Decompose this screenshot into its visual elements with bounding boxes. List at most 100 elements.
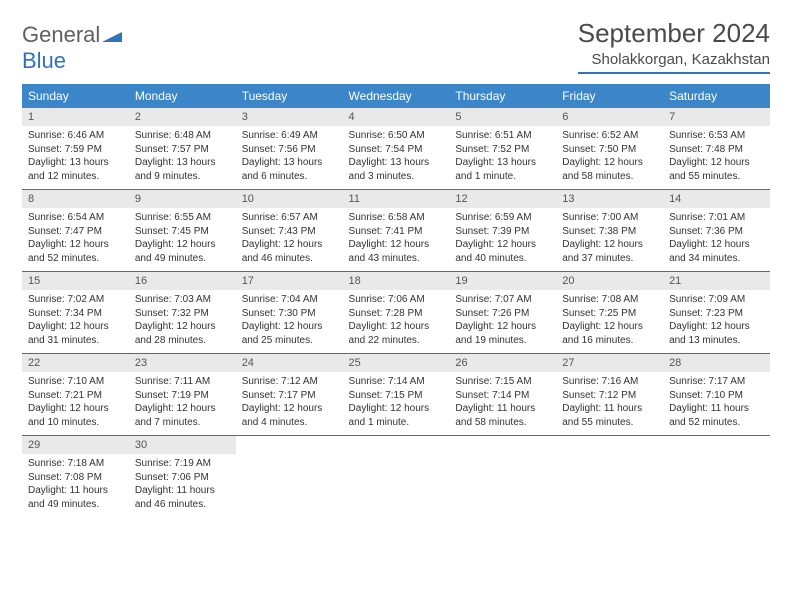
daylight-line2: and 43 minutes. [349,252,444,266]
brand-logo: GeneralBlue [22,18,122,74]
brand-text: GeneralBlue [22,22,122,74]
sunset-text: Sunset: 7:57 PM [135,143,230,157]
day-details: Sunrise: 7:08 AMSunset: 7:25 PMDaylight:… [556,290,663,353]
day-number: 19 [449,272,556,290]
day-header: Tuesday [236,84,343,108]
daylight-line2: and 22 minutes. [349,334,444,348]
sunset-text: Sunset: 7:32 PM [135,307,230,321]
sunset-text: Sunset: 7:41 PM [349,225,444,239]
daylight-line1: Daylight: 12 hours [242,238,337,252]
day-number: 13 [556,190,663,208]
daylight-line1: Daylight: 12 hours [28,238,123,252]
sunrise-text: Sunrise: 7:16 AM [562,375,657,389]
calendar-cell: 22Sunrise: 7:10 AMSunset: 7:21 PMDayligh… [22,354,129,436]
location-text: Sholakkorgan, Kazakhstan [578,51,770,68]
day-number: 29 [22,436,129,454]
daylight-line2: and 46 minutes. [135,498,230,512]
daylight-line2: and 19 minutes. [455,334,550,348]
sunset-text: Sunset: 7:56 PM [242,143,337,157]
day-header: Friday [556,84,663,108]
day-details: Sunrise: 6:49 AMSunset: 7:56 PMDaylight:… [236,126,343,189]
daylight-line1: Daylight: 12 hours [669,156,764,170]
calendar-cell: 24Sunrise: 7:12 AMSunset: 7:17 PMDayligh… [236,354,343,436]
day-details: Sunrise: 7:04 AMSunset: 7:30 PMDaylight:… [236,290,343,353]
daylight-line2: and 12 minutes. [28,170,123,184]
day-number: 24 [236,354,343,372]
daylight-line1: Daylight: 12 hours [349,238,444,252]
calendar-cell: 5Sunrise: 6:51 AMSunset: 7:52 PMDaylight… [449,108,556,190]
day-number: 17 [236,272,343,290]
day-details: Sunrise: 7:17 AMSunset: 7:10 PMDaylight:… [663,372,770,435]
day-details: Sunrise: 6:52 AMSunset: 7:50 PMDaylight:… [556,126,663,189]
day-details: Sunrise: 7:18 AMSunset: 7:08 PMDaylight:… [22,454,129,517]
daylight-line1: Daylight: 13 hours [455,156,550,170]
calendar-cell: 13Sunrise: 7:00 AMSunset: 7:38 PMDayligh… [556,190,663,272]
day-header: Monday [129,84,236,108]
day-header: Sunday [22,84,129,108]
daylight-line2: and 13 minutes. [669,334,764,348]
calendar-cell: 17Sunrise: 7:04 AMSunset: 7:30 PMDayligh… [236,272,343,354]
calendar-cell: 21Sunrise: 7:09 AMSunset: 7:23 PMDayligh… [663,272,770,354]
day-details: Sunrise: 7:09 AMSunset: 7:23 PMDaylight:… [663,290,770,353]
sunrise-text: Sunrise: 7:17 AM [669,375,764,389]
sunset-text: Sunset: 7:06 PM [135,471,230,485]
calendar-cell [236,436,343,518]
day-number: 6 [556,108,663,126]
sunrise-text: Sunrise: 7:11 AM [135,375,230,389]
daylight-line1: Daylight: 11 hours [135,484,230,498]
day-number: 21 [663,272,770,290]
daylight-line1: Daylight: 13 hours [135,156,230,170]
day-number: 3 [236,108,343,126]
day-details: Sunrise: 6:57 AMSunset: 7:43 PMDaylight:… [236,208,343,271]
calendar-cell: 15Sunrise: 7:02 AMSunset: 7:34 PMDayligh… [22,272,129,354]
sunset-text: Sunset: 7:15 PM [349,389,444,403]
calendar-cell: 10Sunrise: 6:57 AMSunset: 7:43 PMDayligh… [236,190,343,272]
sunset-text: Sunset: 7:30 PM [242,307,337,321]
sunrise-text: Sunrise: 7:08 AM [562,293,657,307]
sunrise-text: Sunrise: 7:07 AM [455,293,550,307]
title-block: September 2024 Sholakkorgan, Kazakhstan [578,18,770,80]
day-number: 11 [343,190,450,208]
daylight-line2: and 49 minutes. [135,252,230,266]
sunset-text: Sunset: 7:17 PM [242,389,337,403]
sunset-text: Sunset: 7:45 PM [135,225,230,239]
sunrise-text: Sunrise: 6:59 AM [455,211,550,225]
sunrise-text: Sunrise: 7:02 AM [28,293,123,307]
calendar-cell [449,436,556,518]
daylight-line2: and 49 minutes. [28,498,123,512]
day-header: Saturday [663,84,770,108]
daylight-line2: and 3 minutes. [349,170,444,184]
day-number: 15 [22,272,129,290]
sunset-text: Sunset: 7:26 PM [455,307,550,321]
day-number: 7 [663,108,770,126]
day-details: Sunrise: 7:03 AMSunset: 7:32 PMDaylight:… [129,290,236,353]
daylight-line2: and 52 minutes. [669,416,764,430]
day-details: Sunrise: 6:53 AMSunset: 7:48 PMDaylight:… [663,126,770,189]
day-details: Sunrise: 7:02 AMSunset: 7:34 PMDaylight:… [22,290,129,353]
sunrise-text: Sunrise: 6:50 AM [349,129,444,143]
sunrise-text: Sunrise: 6:49 AM [242,129,337,143]
daylight-line2: and 1 minute. [455,170,550,184]
daylight-line1: Daylight: 12 hours [669,320,764,334]
day-details: Sunrise: 7:12 AMSunset: 7:17 PMDaylight:… [236,372,343,435]
sunrise-text: Sunrise: 6:58 AM [349,211,444,225]
daylight-line1: Daylight: 11 hours [455,402,550,416]
daylight-line2: and 58 minutes. [455,416,550,430]
calendar-cell: 7Sunrise: 6:53 AMSunset: 7:48 PMDaylight… [663,108,770,190]
day-number: 28 [663,354,770,372]
day-details: Sunrise: 7:01 AMSunset: 7:36 PMDaylight:… [663,208,770,271]
day-number: 30 [129,436,236,454]
day-details: Sunrise: 6:54 AMSunset: 7:47 PMDaylight:… [22,208,129,271]
day-details: Sunrise: 7:06 AMSunset: 7:28 PMDaylight:… [343,290,450,353]
day-number: 20 [556,272,663,290]
daylight-line1: Daylight: 13 hours [28,156,123,170]
day-details: Sunrise: 7:15 AMSunset: 7:14 PMDaylight:… [449,372,556,435]
sunrise-text: Sunrise: 7:06 AM [349,293,444,307]
day-number: 9 [129,190,236,208]
day-number: 12 [449,190,556,208]
daylight-line2: and 40 minutes. [455,252,550,266]
sunrise-text: Sunrise: 6:51 AM [455,129,550,143]
calendar-cell [663,436,770,518]
month-title: September 2024 [578,18,770,49]
calendar-cell: 25Sunrise: 7:14 AMSunset: 7:15 PMDayligh… [343,354,450,436]
